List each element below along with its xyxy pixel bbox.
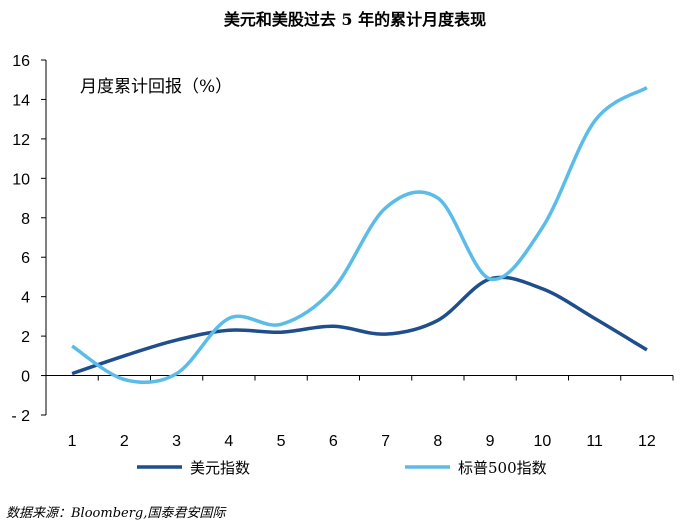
legend: 美元指数 标普500指数 bbox=[137, 459, 547, 477]
x-tick-label: 8 bbox=[433, 433, 442, 450]
y-tick-label: 12 bbox=[12, 132, 30, 149]
x-tick-label: 4 bbox=[224, 433, 233, 450]
x-tick-label: 10 bbox=[533, 433, 551, 450]
y-unit-annotation: 月度累计回报（%） bbox=[80, 77, 232, 97]
chart-title: 美元和美股过去 5 年的累计月度表现 bbox=[224, 10, 486, 29]
x-tick-label: 9 bbox=[486, 433, 495, 450]
y-tick-label: 2 bbox=[21, 329, 30, 346]
y-tick-label: 0 bbox=[21, 369, 30, 386]
series-layer bbox=[71, 86, 648, 385]
y-tick-label: - 2 bbox=[11, 408, 30, 425]
series-line-usd-index bbox=[71, 275, 648, 376]
x-tick-label: 11 bbox=[586, 433, 603, 450]
x-tick-label: 5 bbox=[277, 433, 286, 450]
x-tick-label: 6 bbox=[329, 433, 338, 450]
x-tick-label: 3 bbox=[172, 433, 181, 450]
x-tick-label: 2 bbox=[120, 433, 129, 450]
source-note: 数据来源：Bloomberg,国泰君安国际 bbox=[6, 506, 227, 521]
y-tick-label: 16 bbox=[12, 53, 30, 70]
y-tick-label: 8 bbox=[21, 211, 30, 228]
x-tick-label: 7 bbox=[381, 433, 390, 450]
y-tick-label: 10 bbox=[12, 171, 30, 188]
x-axis: 1 2 3 4 5 6 7 8 9 10 11 12 bbox=[45, 375, 674, 450]
y-axis: 16 14 12 10 8 6 4 2 0 - 2 bbox=[11, 53, 47, 425]
y-tick-label: 6 bbox=[21, 250, 30, 267]
y-tick-label: 14 bbox=[12, 92, 30, 109]
legend-label-usd-index: 美元指数 bbox=[190, 459, 250, 477]
series-line-sp500-index bbox=[71, 86, 648, 385]
y-tick-label: 4 bbox=[21, 290, 30, 307]
x-tick-label: 12 bbox=[638, 433, 656, 450]
legend-label-sp500-index: 标普500指数 bbox=[458, 459, 547, 477]
x-tick-label: 1 bbox=[68, 433, 77, 450]
